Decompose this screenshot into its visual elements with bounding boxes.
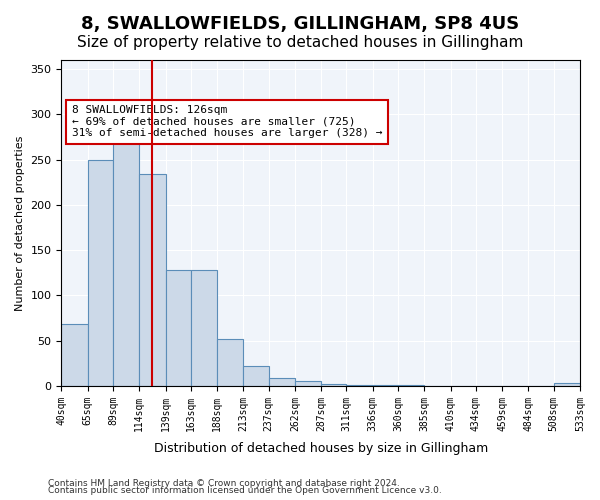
Bar (554, 383, 580, 386)
Bar (166, 270, 191, 386)
Bar (113, 126, 139, 386)
Bar (217, 339, 244, 386)
Bar (373, 385, 398, 386)
Bar (139, 174, 166, 386)
Bar (269, 378, 295, 386)
X-axis label: Distribution of detached houses by size in Gillingham: Distribution of detached houses by size … (154, 442, 488, 455)
Text: Contains HM Land Registry data © Crown copyright and database right 2024.: Contains HM Land Registry data © Crown c… (48, 478, 400, 488)
Bar (88, 160, 113, 386)
Text: 8 SWALLOWFIELDS: 126sqm
← 69% of detached houses are smaller (725)
31% of semi-d: 8 SWALLOWFIELDS: 126sqm ← 69% of detache… (72, 106, 382, 138)
Bar (244, 366, 269, 386)
Bar (191, 270, 217, 386)
Bar (321, 384, 346, 386)
Text: 8, SWALLOWFIELDS, GILLINGHAM, SP8 4US: 8, SWALLOWFIELDS, GILLINGHAM, SP8 4US (81, 15, 519, 33)
Bar (346, 385, 373, 386)
Bar (295, 382, 321, 386)
Text: Size of property relative to detached houses in Gillingham: Size of property relative to detached ho… (77, 35, 523, 50)
Y-axis label: Number of detached properties: Number of detached properties (15, 136, 25, 310)
Text: Contains public sector information licensed under the Open Government Licence v3: Contains public sector information licen… (48, 486, 442, 495)
Bar (398, 385, 424, 386)
Bar (61, 324, 88, 386)
